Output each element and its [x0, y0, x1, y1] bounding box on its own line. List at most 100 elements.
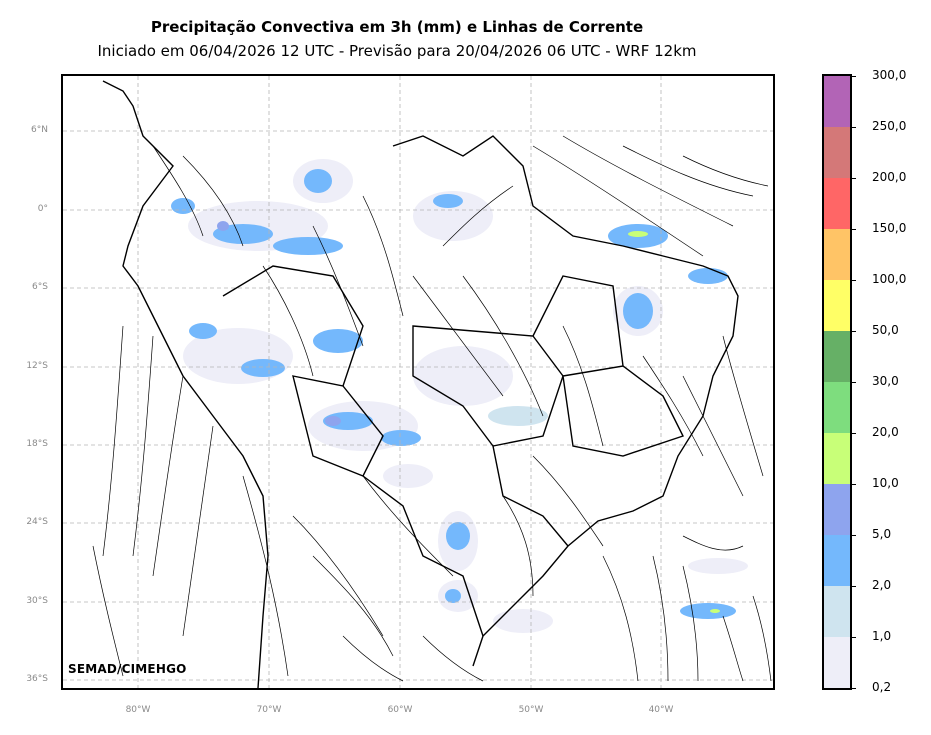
colorbar-segment [824, 331, 850, 382]
streamline [562, 325, 604, 447]
precip-patch [313, 329, 363, 353]
lon-tick-70w: 70°W [256, 705, 282, 715]
streamline [102, 325, 124, 557]
lat-tick-30s: 30°S [26, 596, 48, 606]
precip-patch [325, 416, 341, 426]
lat-tick-24s: 24°S [26, 517, 48, 527]
precip-patch [688, 558, 748, 574]
streamline [292, 515, 384, 637]
streamline [682, 155, 769, 187]
streamline [342, 635, 404, 682]
colorbar-label: 250,0 [872, 119, 907, 133]
colorbar-tick [850, 484, 856, 485]
lat-tick-6s: 6°S [32, 282, 48, 292]
lat-tick-18s: 18°S [26, 439, 48, 449]
streamline [722, 615, 744, 682]
streamline [442, 185, 514, 247]
colorbar-tick [850, 331, 856, 332]
map-panel [61, 74, 775, 690]
precip-patch [241, 359, 285, 377]
lon-tick-40w: 40°W [648, 705, 674, 715]
streamline [362, 475, 454, 577]
streamline [312, 225, 364, 347]
colorbar-tick [850, 637, 856, 638]
colorbar-label: 5,0 [872, 527, 892, 541]
precip-patch [383, 464, 433, 488]
colorbar-segment [824, 535, 850, 586]
precip-patch [623, 293, 653, 329]
colorbar-label: 50,0 [872, 323, 899, 337]
colorbar-segment [824, 637, 850, 688]
colorbar-label: 100,0 [872, 272, 907, 286]
streamline [682, 375, 744, 497]
colorbar-segment [824, 178, 850, 229]
colorbar-label: 150,0 [872, 221, 907, 235]
colorbar-segment [824, 484, 850, 535]
state-borders [222, 265, 364, 387]
precip-patch [710, 609, 720, 613]
streamline [682, 565, 699, 682]
streamline [462, 275, 544, 417]
precip-patch [304, 169, 332, 193]
colorbar-segment [824, 586, 850, 637]
lat-tick-12s: 12°S [26, 361, 48, 371]
colorbar-tick [850, 382, 856, 383]
colorbar-tick [850, 178, 856, 179]
state-borders [532, 275, 624, 367]
colorbar-label: 2,0 [872, 578, 892, 592]
precip-patch [413, 346, 513, 406]
streamlines [92, 135, 772, 682]
precip-patch [217, 221, 229, 231]
streamline [92, 545, 124, 677]
state-borders [362, 475, 484, 637]
state-borders [562, 365, 684, 457]
lon-tick-80w: 80°W [125, 705, 151, 715]
streamline [722, 335, 764, 477]
colorbar-segment [824, 76, 850, 127]
streamline [602, 555, 639, 682]
colorbar-tick [850, 586, 856, 587]
precip-patch [213, 224, 273, 244]
lon-tick-50w: 50°W [518, 705, 544, 715]
streamline [412, 275, 504, 397]
lat-tick-6n: 6°N [31, 125, 48, 135]
lon-tick-60w: 60°W [387, 705, 413, 715]
colorbar-label: 20,0 [872, 425, 899, 439]
colorbar-segment [824, 229, 850, 280]
chart-subtitle: Iniciado em 06/04/2026 12 UTC - Previsão… [97, 42, 697, 60]
streamline [422, 635, 484, 682]
precip-patch [433, 194, 463, 208]
streamline [622, 145, 754, 197]
colorbar-tick [850, 76, 856, 77]
colorbar-tick [850, 688, 856, 689]
colorbar-tick [850, 127, 856, 128]
streamline [642, 355, 704, 457]
credit-label: SEMAD/CIMEHGO [68, 662, 187, 676]
colorbar-tick [850, 433, 856, 434]
colorbar-segment [824, 382, 850, 433]
precip-patch [446, 522, 470, 550]
colorbar-label: 300,0 [872, 68, 907, 82]
colorbar-label: 10,0 [872, 476, 899, 490]
streamline [502, 495, 534, 597]
streamline [182, 155, 244, 247]
precip-patch [171, 198, 195, 214]
streamline [752, 595, 772, 682]
colorbar-label: 1,0 [872, 629, 892, 643]
map-canvas [63, 76, 773, 688]
streamline [262, 265, 314, 377]
precip-patch [488, 406, 548, 426]
streamline [532, 145, 704, 257]
colorbar-segment [824, 127, 850, 178]
precip-patch [688, 268, 728, 284]
precip-patch [680, 603, 736, 619]
precipitation-layer [171, 159, 748, 633]
colorbar-tick [850, 535, 856, 536]
streamline [152, 375, 184, 577]
streamline [682, 535, 744, 551]
precip-patch [493, 609, 553, 633]
chart-title: Precipitação Convectiva em 3h (mm) e Lin… [150, 18, 644, 36]
colorbar-segment [824, 280, 850, 331]
precip-patch [445, 589, 461, 603]
brazil-border [392, 135, 739, 667]
